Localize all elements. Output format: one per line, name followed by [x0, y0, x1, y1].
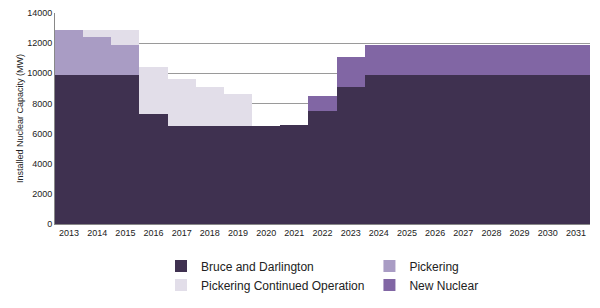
svg-text:6000: 6000: [32, 129, 52, 139]
svg-text:2024: 2024: [369, 228, 389, 238]
svg-text:2017: 2017: [172, 228, 192, 238]
svg-text:8000: 8000: [32, 99, 52, 109]
svg-text:2023: 2023: [341, 228, 361, 238]
svg-text:New Nuclear: New Nuclear: [409, 279, 478, 293]
svg-text:Pickering: Pickering: [409, 260, 458, 274]
svg-text:2028: 2028: [481, 228, 501, 238]
svg-text:2016: 2016: [144, 228, 164, 238]
svg-text:2018: 2018: [200, 228, 220, 238]
svg-text:2013: 2013: [59, 228, 79, 238]
svg-text:2031: 2031: [566, 228, 586, 238]
svg-text:2026: 2026: [425, 228, 445, 238]
svg-text:2021: 2021: [284, 228, 304, 238]
svg-text:10000: 10000: [27, 68, 52, 78]
svg-text:Installed Nuclear Capacity (MW: Installed Nuclear Capacity (MW): [15, 54, 25, 183]
svg-text:2027: 2027: [453, 228, 473, 238]
svg-text:Pickering Continued Operation: Pickering Continued Operation: [201, 279, 364, 293]
svg-text:2015: 2015: [115, 228, 135, 238]
svg-text:Bruce and Darlington: Bruce and Darlington: [201, 260, 314, 274]
svg-text:0: 0: [47, 219, 52, 229]
svg-text:2019: 2019: [228, 228, 248, 238]
svg-text:4000: 4000: [32, 159, 52, 169]
svg-text:2025: 2025: [397, 228, 417, 238]
svg-text:14000: 14000: [27, 8, 52, 18]
svg-text:2029: 2029: [510, 228, 530, 238]
svg-text:2000: 2000: [32, 189, 52, 199]
svg-text:2020: 2020: [256, 228, 276, 238]
svg-text:12000: 12000: [27, 38, 52, 48]
svg-text:2030: 2030: [538, 228, 558, 238]
svg-text:2022: 2022: [312, 228, 332, 238]
svg-text:2014: 2014: [87, 228, 107, 238]
